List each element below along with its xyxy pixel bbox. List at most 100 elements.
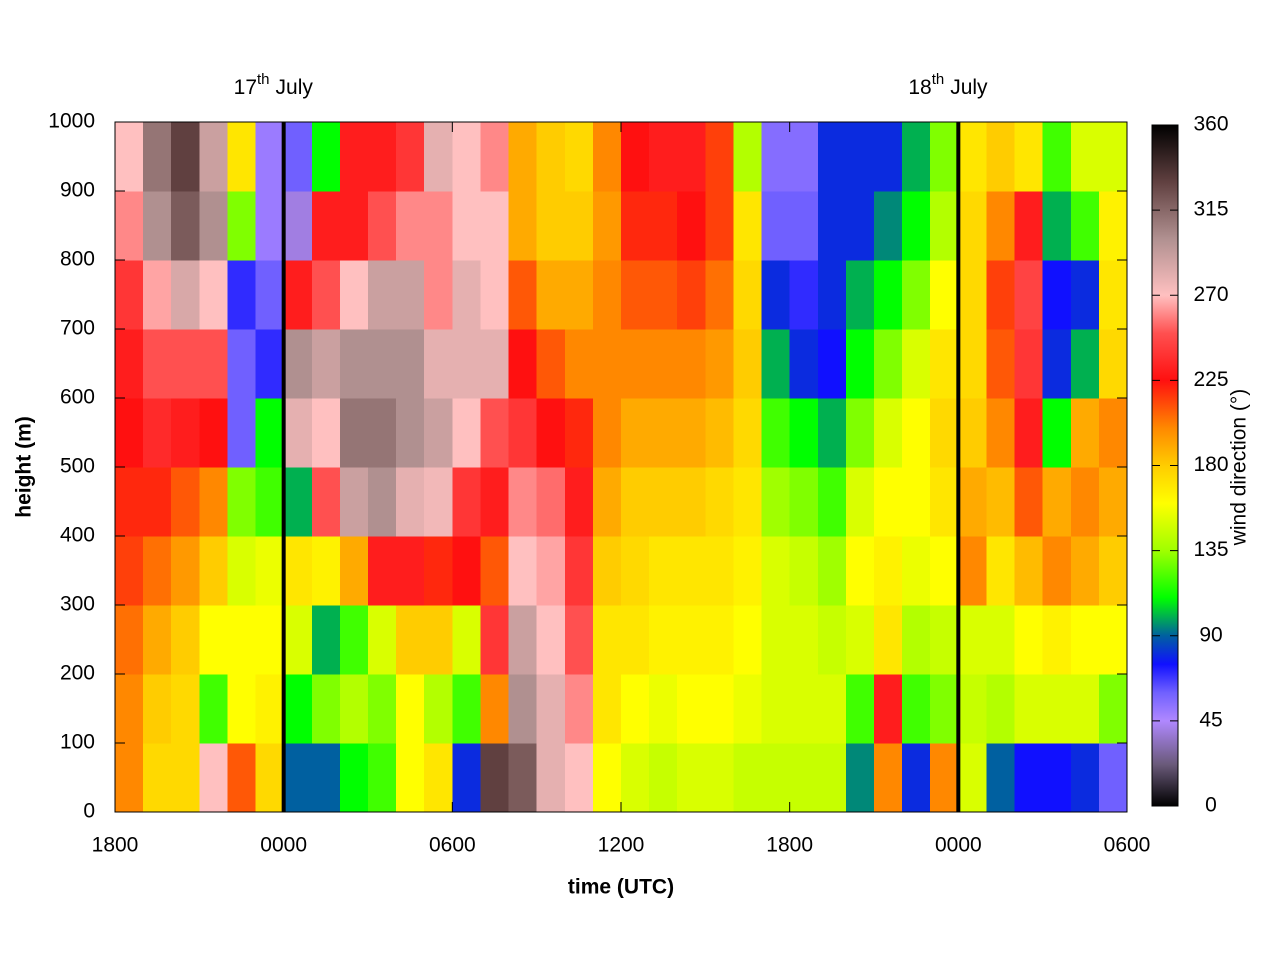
heatmap-cell [1070,191,1100,261]
heatmap-cell [649,260,678,330]
heatmap-cell [649,467,678,537]
heatmap-cell [649,191,678,261]
heatmap-cell [705,191,734,261]
heatmap-cell [339,398,369,468]
heatmap-cell [255,260,285,330]
heatmap-cell [621,674,650,744]
heatmap-cell [592,191,622,261]
heatmap-cell [958,605,987,675]
heatmap-cell [536,605,566,675]
heatmap-cell [817,191,847,261]
heatmap-cell [143,398,172,468]
heatmap-cell [396,329,425,399]
y-tick-label: 0 [83,800,95,823]
heatmap-cell [986,674,1016,744]
heatmap-cell [874,467,903,537]
heatmap-cell [874,260,903,330]
heatmap-cell [452,605,481,675]
heatmap-cell [1042,536,1072,606]
heatmap-cell [424,467,453,537]
heatmap-cell [1014,329,1044,399]
heatmap-cell [564,260,594,330]
heatmap-cell [705,674,734,744]
heatmap-cell [1042,122,1072,192]
heatmap-cell [649,743,678,813]
heatmap-cell [199,605,228,675]
heatmap-cell [311,191,341,261]
heatmap-cell [649,674,678,744]
heatmap-cell [621,329,650,399]
heatmap-cell [171,674,200,744]
heatmap-cell [480,122,510,192]
colorbar-tick-label: 270 [1193,283,1228,306]
heatmap-cell [227,122,257,192]
heatmap-cell [621,260,650,330]
date-marker-label: 17th July [234,71,314,99]
heatmap-cell [396,122,425,192]
heatmap-cell [199,122,228,192]
heatmap-cell [452,329,481,399]
heatmap-cell [199,398,228,468]
heatmap-cell [789,536,819,606]
heatmap-cell [986,398,1016,468]
heatmap-cell [621,398,650,468]
heatmap-cell [424,398,453,468]
heatmap-cell [199,329,228,399]
heatmap-cell [115,122,144,192]
heatmap-cell [480,329,510,399]
heatmap-cell [817,260,847,330]
x-tick-label: 0600 [429,834,476,857]
heatmap-cell [733,605,763,675]
x-axis-title: time (UTC) [568,876,674,899]
heatmap-cell [452,536,481,606]
heatmap-cell [958,398,987,468]
colorbar-tick-label: 360 [1193,113,1228,136]
heatmap-cell [874,674,903,744]
heatmap-cell [930,605,959,675]
heatmap-cell [1014,605,1044,675]
heatmap-cell [902,536,931,606]
heatmap-cell [368,467,397,537]
heatmap-cell [1014,467,1044,537]
heatmap-cell [115,329,144,399]
heatmap-cell [368,122,397,192]
heatmap-cell [1070,122,1100,192]
heatmap-cell [564,605,594,675]
heatmap-cell [845,122,875,192]
heatmap-cell [255,605,285,675]
heatmap-cell [845,398,875,468]
heatmap-cell [845,260,875,330]
heatmap-cell [311,674,341,744]
heatmap-cell [1098,674,1128,744]
heatmap-cell [171,260,200,330]
heatmap-cell [255,467,285,537]
y-tick-label: 100 [60,731,95,754]
heatmap-cell [1070,605,1100,675]
heatmap-cell [1098,536,1128,606]
heatmap-cell [986,467,1016,537]
heatmap-cell [368,605,397,675]
heatmap-cell [508,605,538,675]
heatmap-cell [480,536,510,606]
heatmap-cell [508,398,538,468]
heatmap-cell [424,122,453,192]
heatmap-cell [452,743,481,813]
heatmap-cell [396,674,425,744]
heatmap-cell [817,329,847,399]
date-marker-month: July [276,76,314,99]
heatmap-cell [283,191,313,261]
heatmap-cell [143,605,172,675]
colorbar-tick-label: 180 [1193,453,1228,476]
heatmap-cell [508,743,538,813]
heatmap-cell [1014,743,1044,813]
heatmap-cell [705,398,734,468]
heatmap-cell [1042,467,1072,537]
heatmap-cell [817,467,847,537]
heatmap-cell [1098,398,1128,468]
x-tick-label: 0600 [1104,834,1151,857]
heatmap-cell [677,674,706,744]
heatmap-cell [902,674,931,744]
date-marker-suffix: th [257,71,270,88]
heatmap-cell [283,122,313,192]
heatmap-cell [677,260,706,330]
